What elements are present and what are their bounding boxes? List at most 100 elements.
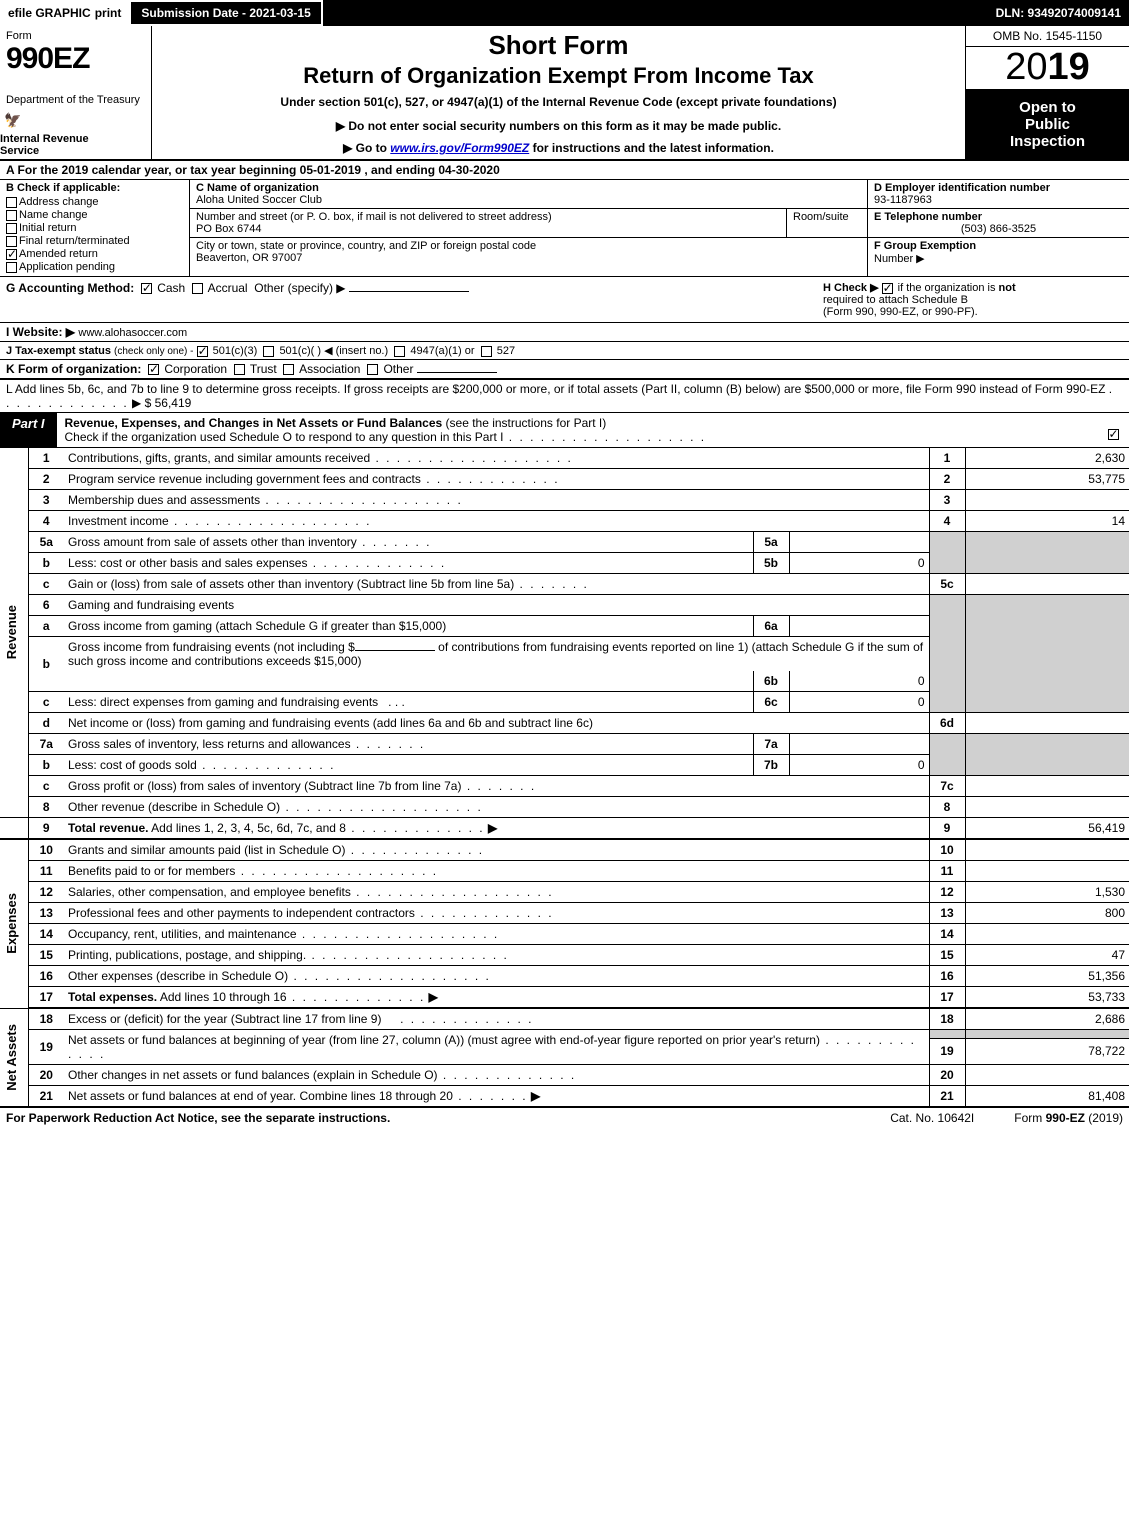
return-title: Return of Organization Exempt From Incom… bbox=[160, 63, 957, 89]
chk-501c3[interactable] bbox=[197, 346, 208, 357]
footer-right: Form 990-EZ (2019) bbox=[1014, 1111, 1123, 1125]
box-l: L Add lines 5b, 6c, and 7b to line 9 to … bbox=[0, 380, 1129, 413]
line-4: 4 Investment income 4 14 bbox=[0, 511, 1129, 532]
chk-corp[interactable] bbox=[148, 364, 159, 375]
chk-address[interactable]: Address change bbox=[6, 196, 189, 208]
goto-link[interactable]: www.irs.gov/Form990EZ bbox=[390, 141, 529, 155]
efile-print[interactable]: print bbox=[95, 6, 122, 20]
page-footer: For Paperwork Reduction Act Notice, see … bbox=[0, 1108, 1129, 1128]
line-5c: c Gain or (loss) from sale of assets oth… bbox=[0, 574, 1129, 595]
city-row: City or town, state or province, country… bbox=[190, 238, 867, 276]
box-g: G Accounting Method: Cash Accrual Other … bbox=[6, 281, 823, 318]
line-11: 11 Benefits paid to or for members 11 bbox=[0, 861, 1129, 882]
year-suffix: 19 bbox=[1048, 46, 1090, 88]
goto-suffix: for instructions and the latest informat… bbox=[529, 141, 774, 155]
line-19-1: 19 Net assets or fund balances at beginn… bbox=[0, 1030, 1129, 1039]
line-17: 17 Total expenses. Add lines 10 through … bbox=[0, 987, 1129, 1009]
street-row: Number and street (or P. O. box, if mail… bbox=[190, 209, 867, 238]
topbar-spacer bbox=[323, 0, 988, 26]
grp-label2: Number ▶ bbox=[874, 253, 925, 265]
line-13: 13 Professional fees and other payments … bbox=[0, 903, 1129, 924]
g-other-input[interactable] bbox=[349, 291, 469, 292]
submission-date: Submission Date - 2021-03-15 bbox=[129, 0, 322, 26]
dept-treasury: Department of the Treasury bbox=[6, 94, 145, 106]
street-value: PO Box 6744 bbox=[196, 223, 261, 235]
line-6: 6 Gaming and fundraising events bbox=[0, 595, 1129, 616]
chk-final[interactable]: Final return/terminated bbox=[6, 235, 189, 247]
form-label: Form bbox=[6, 30, 145, 42]
chk-application[interactable]: Application pending bbox=[6, 261, 189, 273]
part-i-check[interactable] bbox=[1099, 413, 1129, 447]
part-i-title: Revenue, Expenses, and Changes in Net As… bbox=[57, 413, 1099, 447]
chk-cash[interactable] bbox=[141, 283, 152, 294]
gh-row: G Accounting Method: Cash Accrual Other … bbox=[0, 277, 1129, 323]
box-k: K Form of organization: Corporation Trus… bbox=[0, 360, 1129, 380]
top-bar: efile GRAPHIC print Submission Date - 20… bbox=[0, 0, 1129, 26]
line-7c: c Gross profit or (loss) from sales of i… bbox=[0, 776, 1129, 797]
chk-4947[interactable] bbox=[394, 346, 405, 357]
part-i-tag: Part I bbox=[0, 413, 57, 447]
box-def: D Employer identification number 93-1187… bbox=[867, 180, 1129, 276]
l6b-input[interactable] bbox=[355, 650, 435, 651]
k-other-input[interactable] bbox=[417, 372, 497, 373]
city-value: Beaverton, OR 97007 bbox=[196, 252, 302, 264]
goto-prefix: ▶ Go to bbox=[343, 141, 390, 155]
open-2: Public bbox=[970, 116, 1125, 133]
street-label: Number and street (or P. O. box, if mail… bbox=[196, 211, 552, 223]
chk-accrual[interactable] bbox=[192, 283, 203, 294]
k-label: K Form of organization: bbox=[6, 362, 141, 376]
box-i: I Website: ▶ www.alohasoccer.com bbox=[0, 323, 1129, 342]
chk-name[interactable]: Name change bbox=[6, 209, 189, 221]
footer-left: For Paperwork Reduction Act Notice, see … bbox=[6, 1111, 814, 1125]
l-text: L Add lines 5b, 6c, and 7b to line 9 to … bbox=[6, 382, 1105, 396]
box-j: J Tax-exempt status (check only one) - 5… bbox=[0, 342, 1129, 360]
side-expenses: Expenses bbox=[0, 839, 28, 1008]
org-name: Aloha United Soccer Club bbox=[196, 194, 322, 206]
efile-badge: efile GRAPHIC print bbox=[0, 0, 129, 26]
tel-value: (503) 866-3525 bbox=[874, 223, 1123, 235]
line-7a: 7a Gross sales of inventory, less return… bbox=[0, 734, 1129, 755]
chk-h[interactable] bbox=[882, 283, 893, 294]
chk-assoc[interactable] bbox=[283, 364, 294, 375]
chk-initial[interactable]: Initial return bbox=[6, 222, 189, 234]
open-inspection: Open to Public Inspection bbox=[966, 90, 1129, 159]
line-8: 8 Other revenue (describe in Schedule O)… bbox=[0, 797, 1129, 818]
chk-501c[interactable] bbox=[263, 346, 274, 357]
open-1: Open to bbox=[970, 99, 1125, 116]
box-e: E Telephone number (503) 866-3525 bbox=[868, 209, 1129, 238]
line-2: 2 Program service revenue including gove… bbox=[0, 469, 1129, 490]
website-label: I Website: ▶ bbox=[6, 325, 75, 339]
side-netassets: Net Assets bbox=[0, 1008, 28, 1107]
box-d: D Employer identification number 93-1187… bbox=[868, 180, 1129, 209]
tel-label: E Telephone number bbox=[874, 211, 982, 223]
header-mid: Short Form Return of Organization Exempt… bbox=[152, 26, 965, 159]
line-18: Net Assets 18 Excess or (deficit) for th… bbox=[0, 1008, 1129, 1030]
box-h: H Check ▶ if the organization is not req… bbox=[823, 281, 1123, 318]
dln: DLN: 93492074009141 bbox=[988, 0, 1129, 26]
chk-other-org[interactable] bbox=[367, 364, 378, 375]
line-5a: 5a Gross amount from sale of assets othe… bbox=[0, 532, 1129, 553]
ein-value: 93-1187963 bbox=[874, 194, 932, 206]
l-amount-prefix: ▶ $ bbox=[132, 396, 155, 410]
line-a-tax-year: Internal RevenueService A For the 2019 c… bbox=[0, 161, 1129, 180]
h-pre: H Check ▶ bbox=[823, 282, 882, 294]
room-cell: Room/suite bbox=[787, 209, 867, 237]
box-b-title: B Check if applicable: bbox=[6, 182, 189, 194]
irs-over: Internal RevenueService bbox=[0, 133, 89, 157]
footer-mid: Cat. No. 10642I bbox=[814, 1111, 1014, 1125]
box-b: B Check if applicable: Address change Na… bbox=[0, 180, 190, 276]
chk-527[interactable] bbox=[481, 346, 492, 357]
j-label: J Tax-exempt status bbox=[6, 345, 111, 357]
box-c: C Name of organization Aloha United Socc… bbox=[190, 180, 867, 276]
chk-amended[interactable]: Amended return bbox=[6, 248, 189, 260]
form-header: Form 990EZ 🦅 Department of the Treasury … bbox=[0, 26, 1129, 161]
line-9: 9 Total revenue. Add lines 1, 2, 3, 4, 5… bbox=[0, 818, 1129, 840]
line-3: 3 Membership dues and assessments 3 bbox=[0, 490, 1129, 511]
line-15: 15 Printing, publications, postage, and … bbox=[0, 945, 1129, 966]
chk-trust[interactable] bbox=[234, 364, 245, 375]
room-label: Room/suite bbox=[793, 211, 849, 223]
line-20: 20 Other changes in net assets or fund b… bbox=[0, 1065, 1129, 1086]
form-number: 990EZ bbox=[6, 42, 145, 76]
line-10: Expenses 10 Grants and similar amounts p… bbox=[0, 839, 1129, 861]
tax-year: 2019 bbox=[966, 47, 1129, 90]
